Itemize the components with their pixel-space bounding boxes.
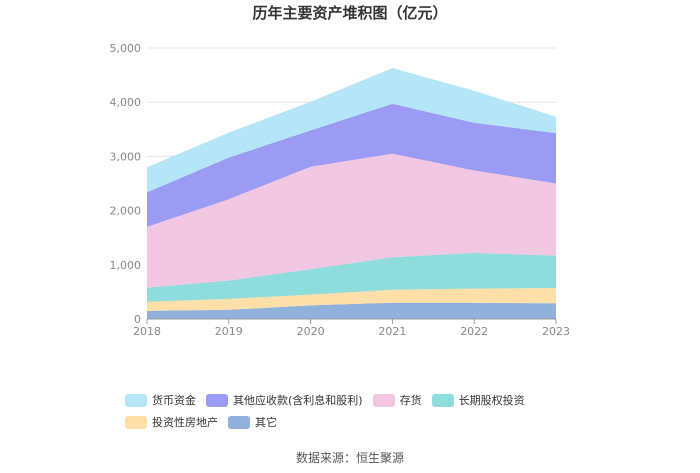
legend-label: 其它 <box>255 416 277 429</box>
legend-swatch <box>228 415 250 429</box>
legend-label: 投资性房地产 <box>152 416 218 429</box>
y-tick-label: 4,000 <box>110 96 142 109</box>
legend: 货币资金 其他应收款(含利息和股利) 存货 长期股权投资投资性房地产 其它 <box>125 389 605 433</box>
area-series-货币资金 <box>147 68 556 193</box>
legend-item[interactable]: 其他应收款(含利息和股利) <box>206 389 363 411</box>
legend-label: 货币资金 <box>152 394 196 407</box>
axes: 0 1,000 2,000 3,000 4,000 5,000 2018 2019 2020 20… <box>110 42 571 338</box>
y-tick-label: 1,000 <box>110 259 142 272</box>
legend-label: 长期股权投资 <box>458 394 525 407</box>
legend-swatch <box>431 393 454 407</box>
area-series-投资性房地产 <box>147 288 556 311</box>
x-tick-label: 2023 <box>542 325 570 338</box>
legend-item[interactable]: 其它 <box>228 411 277 433</box>
legend-item[interactable]: 货币资金 <box>125 389 196 411</box>
area-series-存货 <box>147 153 556 288</box>
area-series-其它 <box>147 302 556 319</box>
legend-label: 存货 <box>399 394 422 407</box>
x-tick-label: 2019 <box>215 325 243 338</box>
x-tick-label: 2020 <box>297 325 325 338</box>
x-tick-label: 2022 <box>460 325 488 338</box>
legend-swatch <box>125 393 147 407</box>
area-chart: 0 1,000 2,000 3,000 4,000 5,000 2018 2019 2020 20… <box>110 42 571 338</box>
y-tick-label: 2,000 <box>110 205 142 218</box>
legend-label: 其他应收款(含利息和股利) <box>233 394 363 407</box>
area-series-长期股权投资 <box>147 252 556 302</box>
x-tick-label: 2018 <box>133 325 161 338</box>
y-tick-label: 5,000 <box>110 42 142 55</box>
chart-title: 历年主要资产堆积图（亿元） <box>252 4 448 22</box>
legend-swatch <box>206 393 228 407</box>
legend-item[interactable]: 存货 <box>372 389 422 411</box>
area-series-group <box>147 68 556 319</box>
source-note: 数据来源：恒生聚源 <box>295 451 404 465</box>
area-series-其他应收款(含利息和股利) <box>147 103 556 227</box>
legend-swatch <box>125 415 147 429</box>
y-tick-label: 0 <box>134 313 141 326</box>
y-tick-label: 3,000 <box>110 150 142 163</box>
legend-item[interactable]: 长期股权投资 <box>431 389 525 411</box>
legend-item[interactable]: 投资性房地产 <box>125 411 218 433</box>
x-tick-label: 2021 <box>378 325 406 338</box>
legend-swatch <box>372 393 395 407</box>
